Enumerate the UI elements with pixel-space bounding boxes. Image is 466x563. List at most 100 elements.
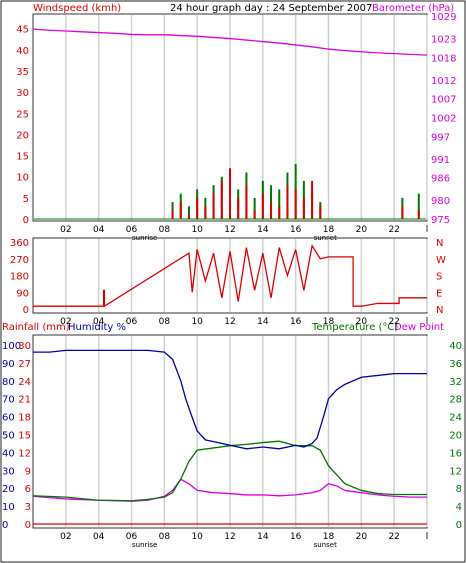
windspeed-tick-label: 0 [23,215,29,226]
compass-label: N [436,238,443,249]
barometer-tick-label: 975 [431,215,450,226]
compass-label: N [436,305,443,316]
temperature-tick-label: 32 [449,377,462,388]
rainfall-tick-label: 18 [18,413,31,424]
direction-tick-label: 360 [10,238,29,249]
x-tick-label: 10 [191,532,203,542]
rainfall-tick-label: 24 [18,377,31,388]
barometer-tick-label: 986 [431,174,450,185]
barometer-tick-label: 1018 [431,53,456,64]
chart-title: 24 hour graph day : 24 September 2007 [170,3,372,14]
x-tick-label: 10 [191,317,203,327]
barometer-tick-label: 1029 [431,12,456,23]
direction-tick-label: 180 [10,272,29,283]
humidity-tick-label: 60 [2,413,15,424]
rainfall-tick-label: 27 [18,359,31,370]
barometer-tick-label: 980 [431,196,450,207]
compass-label: W [436,255,446,266]
windspeed-tick-label: 45 [16,25,29,36]
x-tick-label: 02 [60,317,71,327]
temperature-tick-label: 20 [449,431,462,442]
x-tick-label: 04 [93,225,105,235]
compass-label: S [436,272,442,283]
temperature-tick-label: 4 [456,502,462,513]
temperature-tick-label: 8 [456,484,462,495]
rainfall-tick-label: 6 [25,484,31,495]
x-tick-label: 08 [159,317,171,327]
windspeed-tick-label: 15 [16,152,29,163]
x-tick-label: 08 [159,532,171,542]
x-tick-label: 16 [290,532,302,542]
x-tick-label-end: l [426,532,429,542]
x-tick-label: 20 [356,532,368,542]
x-tick-label: 06 [126,317,138,327]
rainfall-tick-label: 0 [25,520,31,531]
x-tick-label: 04 [93,317,105,327]
windspeed-tick-label: 25 [16,109,29,120]
humidity-tick-label: 90 [2,359,15,370]
temperature-tick-label: 16 [449,448,462,459]
x-tick-label: 22 [388,225,399,235]
x-tick-label: 06 [126,532,138,542]
x-tick-label: 12 [224,317,235,327]
humidity-tick-label: 50 [2,431,15,442]
humidity-tick-label: 100 [2,341,21,352]
barometer-tick-label: 1002 [431,114,456,125]
barometer-tick-label: 997 [431,132,450,143]
barometer-tick-label: 1023 [431,35,456,46]
direction-tick-label: 270 [10,255,29,266]
x-tick-label: 10 [191,225,203,235]
humidity-tick-label: 70 [2,395,15,406]
x-tick-label-end: l [426,225,429,235]
windspeed-tick-label: 40 [16,46,29,57]
barometer-tick-label: 1007 [431,95,456,106]
windspeed-tick-label: 30 [16,88,29,99]
rainfall-tick-label: 12 [18,448,31,459]
temperature-tick-label: 0 [456,520,462,531]
windspeed-tick-label: 10 [16,173,29,184]
direction-tick-label: 90 [16,288,29,299]
dewpoint-axis-label: Dew Point [394,322,444,333]
x-tick-label: 12 [224,532,235,542]
temperature-axis-label: Temperature (°C) [311,322,398,333]
humidity-tick-label: 0 [2,520,8,531]
temperature-tick-label: 36 [449,359,462,370]
x-tick-label: 14 [257,532,269,542]
humidity-line [33,349,427,450]
direction-tick-label: 0 [23,305,29,316]
x-tick-label: 08 [159,225,171,235]
x-tick-label: 02 [60,225,71,235]
temperature-tick-label: 40 [449,341,462,352]
sunset-label: sunset [314,234,337,242]
humidity-tick-label: 80 [2,377,15,388]
sunset-label: sunset [314,541,337,549]
barometer-line [32,28,428,56]
x-tick-label: 06 [126,225,138,235]
x-tick-label: 16 [290,317,302,327]
barometer-tick-label: 991 [431,155,450,166]
x-tick-label: 02 [60,532,71,542]
x-tick-label: 04 [93,532,105,542]
sunrise-label: sunrise [132,234,157,242]
x-tick-label: 22 [388,532,399,542]
rainfall-tick-label: 30 [18,341,31,352]
wind-direction-line [33,243,427,308]
x-tick-label: 18 [323,532,335,542]
rainfall-tick-label: 15 [18,431,31,442]
humidity-tick-label: 10 [2,502,15,513]
temperature-tick-label: 28 [449,395,462,406]
x-tick-label: 14 [257,225,269,235]
x-tick-label-end: l [426,317,429,327]
x-tick-label: 12 [224,225,235,235]
barometer-axis-label: Barometer (hPa) [372,3,454,14]
rainfall-tick-label: 9 [25,466,31,477]
humidity-axis-label: Humidity % [68,322,126,333]
rainfall-tick-label: 3 [25,502,31,513]
windspeed-tick-label: 20 [16,130,29,141]
rainfall-tick-label: 21 [18,395,31,406]
x-tick-label: 18 [323,225,335,235]
